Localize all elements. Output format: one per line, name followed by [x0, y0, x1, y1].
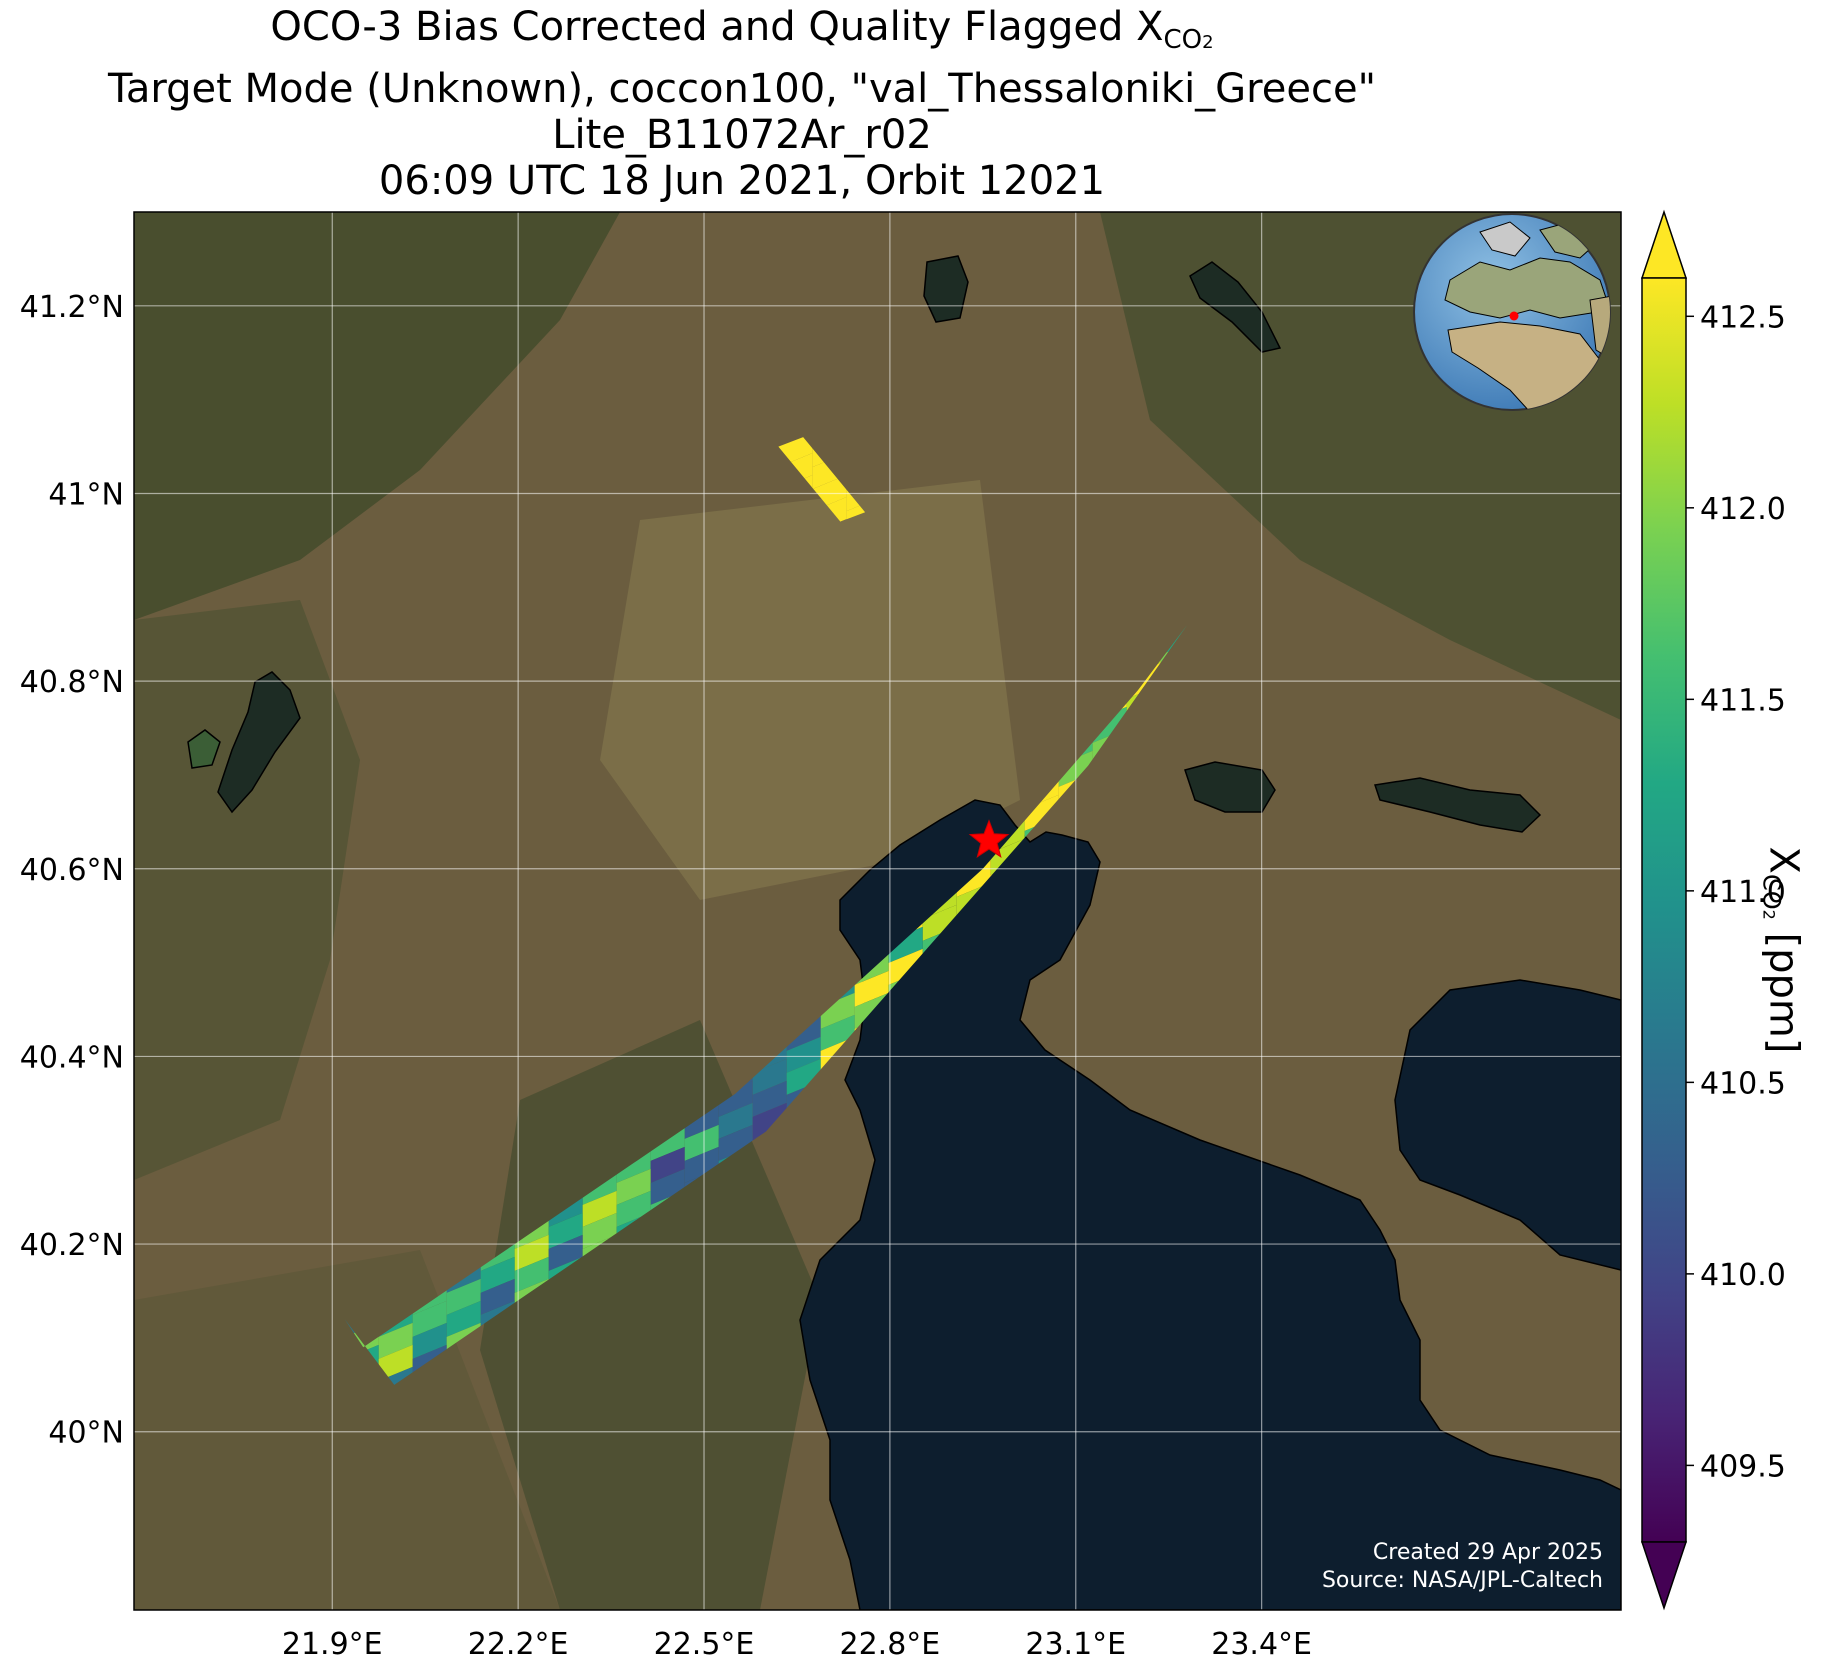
swath-cell: [582, 1212, 617, 1249]
swath-cell: [718, 1080, 753, 1117]
swath-cell: [718, 1102, 753, 1139]
swath-cell: [378, 1366, 413, 1385]
swath-cell: [888, 926, 923, 963]
lat-tick-label: 40.6°N: [20, 853, 124, 888]
sea-area: [799, 799, 1621, 1610]
colorbar-extend-bottom: [1640, 1541, 1688, 1611]
swath-cell: [684, 1102, 719, 1139]
swath-cell: [888, 948, 923, 985]
map-frame: [133, 211, 1622, 1611]
created-date-text: Created 29 Apr 2025: [1373, 1540, 1603, 1565]
colorbar-tick-label: 410.0: [1700, 1258, 1786, 1293]
globe-target-marker: [1509, 311, 1519, 321]
swath-cell: [378, 1322, 413, 1359]
swath-cell: [786, 1058, 821, 1095]
lat-tick-label: 40.8°N: [20, 665, 124, 700]
colorbar: 409.5 410.0 410.5 411.0 411.5 412.0 412.5: [1640, 209, 1786, 1611]
lon-tick-label: 23.4°E: [1211, 1627, 1312, 1656]
swath-cell: [548, 1212, 583, 1249]
swath-cell: [378, 1344, 413, 1381]
lon-tick-label: 23.1°E: [1025, 1627, 1126, 1656]
colorbar-extend-top: [1640, 209, 1688, 279]
lon-tick-label: 22.5°E: [654, 1627, 755, 1656]
source-text: Source: NASA/JPL-Caltech: [1322, 1568, 1603, 1593]
target-star-marker: [968, 819, 1010, 858]
swath-cell: [752, 1058, 787, 1095]
swath-cell: [752, 1080, 787, 1117]
swath-cell: [718, 1124, 753, 1161]
swath-cell: [446, 1278, 481, 1315]
colorbar-gradient: [1641, 277, 1687, 1543]
colorbar-tick-label: 412.0: [1700, 492, 1786, 527]
latitude-tick-labels: 41.2°N 41°N 40.8°N 40.6°N 40.4°N 40.2°N 40°N: [20, 290, 124, 1451]
colorbar-tick-label: 411.5: [1700, 683, 1786, 718]
swath-cell: [1024, 794, 1059, 831]
lat-tick-label: 41.2°N: [20, 290, 124, 325]
swath-cell: [650, 1146, 685, 1183]
map-background: [134, 212, 1621, 1610]
title-line-4: 06:09 UTC 18 Jun 2021, Orbit 12021: [378, 158, 1106, 204]
lat-tick-label: 40°N: [48, 1416, 124, 1451]
lon-tick-label: 21.9°E: [282, 1627, 383, 1656]
title-line-2: Target Mode (Unknown), coccon100, "val_T…: [108, 66, 1376, 112]
swath-cell: [514, 1256, 549, 1293]
swath-cell: [582, 1190, 617, 1227]
colorbar-tick-label: 411.0: [1700, 875, 1786, 910]
longitude-tick-labels: 21.9°E 22.2°E 22.5°E 22.8°E 23.1°E 23.4°E: [282, 1627, 1312, 1656]
gridlines: [134, 212, 1621, 1610]
lat-tick-label: 40.4°N: [20, 1040, 124, 1075]
swath-cell: [956, 860, 991, 897]
swath-cell: [752, 1102, 787, 1139]
swath-cell: [412, 1322, 447, 1359]
swath-cell: [922, 904, 957, 941]
colorbar-tick-labels: 409.5 410.0 410.5 411.0 411.5 412.0 412.5: [1686, 300, 1786, 1484]
swath-cell: [820, 992, 855, 1029]
chart-title: OCO-3 Bias Corrected and Quality Flagged…: [0, 4, 1484, 204]
swath-cell: [786, 1036, 821, 1073]
colorbar-tick-label: 410.5: [1700, 1066, 1786, 1101]
swath-cell: [446, 1300, 481, 1337]
swath-cell: [820, 1014, 855, 1051]
swath-cell: [684, 1124, 719, 1161]
lon-tick-label: 22.8°E: [840, 1627, 941, 1656]
swath-cell: [854, 970, 889, 1007]
swath-cell: [616, 1168, 651, 1205]
colorbar-tick-label: 412.5: [1700, 300, 1786, 335]
title-line-3: Lite_B11072Ar_r02: [552, 112, 932, 158]
lat-tick-label: 40.2°N: [20, 1228, 124, 1263]
lat-tick-label: 41°N: [48, 477, 124, 512]
swath-cell: [616, 1190, 651, 1227]
swath-cell: [480, 1278, 515, 1315]
swath-cell: [1092, 706, 1127, 743]
lon-tick-label: 22.2°E: [468, 1627, 569, 1656]
swath-cell: [412, 1300, 447, 1337]
swath-cell: [480, 1256, 515, 1293]
swath-cell: [650, 1168, 685, 1205]
swath-cell: [684, 1146, 719, 1183]
colorbar-tick-label: 409.5: [1700, 1449, 1786, 1484]
title-line-1: OCO-3 Bias Corrected and Quality Flagged…: [270, 4, 1214, 55]
colorbar-label: XCO2 [ppm]: [1757, 846, 1807, 1054]
